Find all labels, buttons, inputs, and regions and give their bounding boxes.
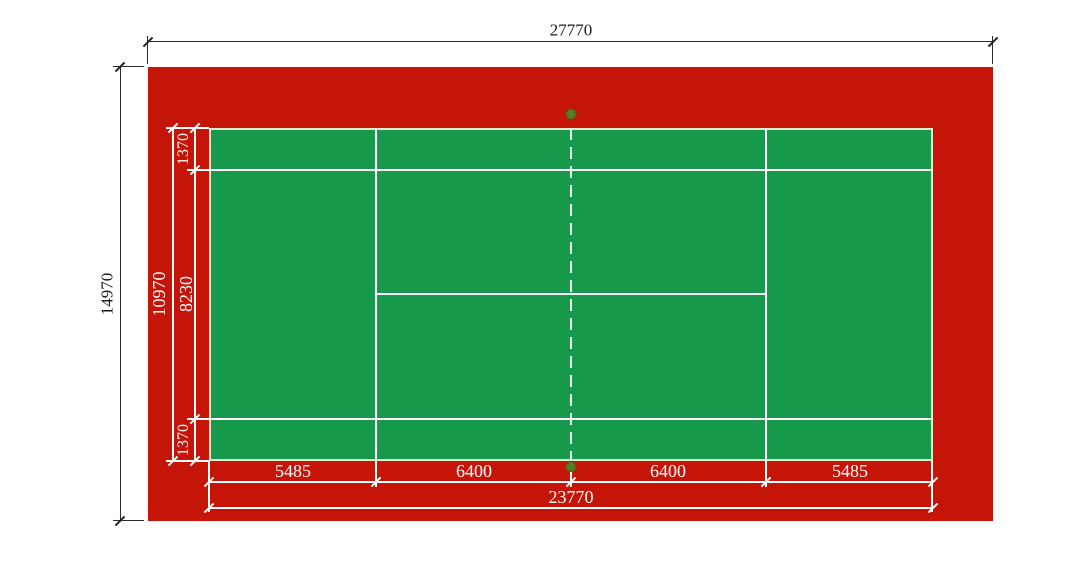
- segment-label: 6400: [650, 461, 686, 481]
- extension-baseline-left: [208, 461, 210, 512]
- court-width-label: 10970: [149, 271, 169, 317]
- net-post-bottom: [565, 461, 577, 473]
- dimension-line-overall-width: [148, 41, 993, 42]
- extension-court-bottom: [166, 460, 209, 462]
- extension-singles-bottom: [187, 418, 209, 420]
- extension-court-top: [166, 127, 209, 129]
- extension-baseline-right: [931, 461, 933, 512]
- singles-width-label: 8230: [176, 276, 196, 312]
- dim-tick: [142, 36, 154, 48]
- segment-label: 5485: [275, 461, 311, 481]
- dimension-line-court-width: [172, 128, 174, 461]
- net-post-top: [565, 108, 577, 120]
- extension-service-right: [765, 461, 767, 487]
- segment-label: 6400: [456, 461, 492, 481]
- dimension-line-overall-height: [120, 67, 121, 521]
- extension-line-left-top: [113, 66, 144, 67]
- court-length-label: 23770: [548, 487, 594, 507]
- alley-top-label: 1370: [175, 133, 192, 165]
- dimension-line-court-length: [209, 507, 933, 509]
- extension-singles-top: [187, 169, 209, 171]
- net-center-line: [570, 128, 572, 461]
- dim-tick: [987, 36, 999, 48]
- overall-height-label: 14970: [97, 272, 117, 316]
- extension-line-top-right: [992, 36, 993, 64]
- alley-bottom-label: 1370: [175, 424, 192, 456]
- extension-service-left: [375, 461, 377, 487]
- extension-line-top-left: [147, 36, 148, 64]
- overall-width-label: 27770: [549, 20, 593, 40]
- dimension-line-singles: [194, 128, 196, 461]
- segment-label: 5485: [832, 461, 868, 481]
- extension-line-left-bottom: [113, 520, 144, 521]
- service-line-right: [765, 128, 767, 461]
